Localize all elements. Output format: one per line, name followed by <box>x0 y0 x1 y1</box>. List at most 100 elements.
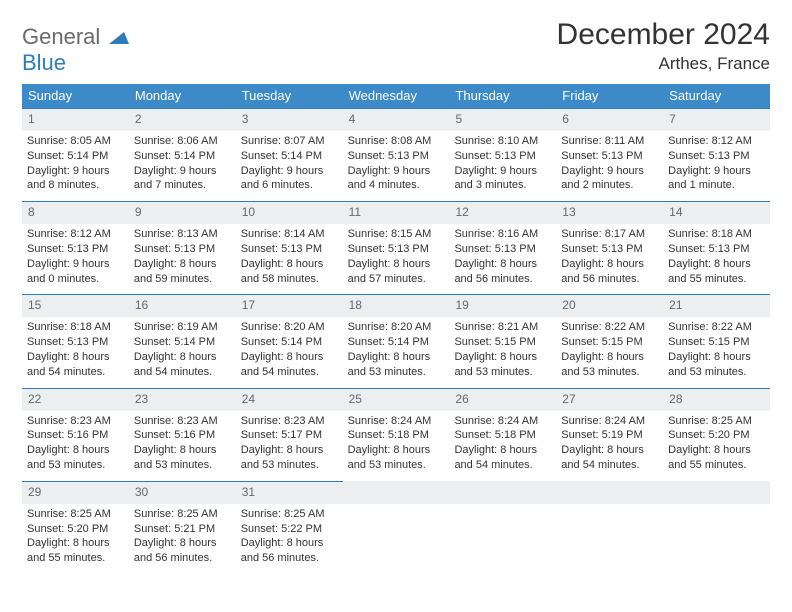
sunrise-line: Sunrise: 8:05 AM <box>27 134 124 149</box>
day-cell: 3Sunrise: 8:07 AMSunset: 5:14 PMDaylight… <box>236 108 343 201</box>
title-block: December 2024 Arthes, France <box>557 18 770 74</box>
sunset-line: Sunset: 5:13 PM <box>27 242 124 257</box>
daylight-line: Daylight: 8 hours <box>561 443 658 458</box>
daylight-line: Daylight: 8 hours <box>668 350 765 365</box>
sunset-line: Sunset: 5:18 PM <box>348 428 445 443</box>
sunrise-line: Sunrise: 8:25 AM <box>134 507 231 522</box>
daylight-line: Daylight: 8 hours <box>348 257 445 272</box>
sunset-line: Sunset: 5:20 PM <box>668 428 765 443</box>
brand-part1: General <box>22 24 100 49</box>
sunrise-line: Sunrise: 8:08 AM <box>348 134 445 149</box>
sunset-line: Sunset: 5:13 PM <box>668 242 765 257</box>
day-cell: 2Sunrise: 8:06 AMSunset: 5:14 PMDaylight… <box>129 108 236 201</box>
sunrise-line: Sunrise: 8:16 AM <box>454 227 551 242</box>
brand-logo: General Blue <box>22 24 129 76</box>
day-number: 20 <box>562 298 575 312</box>
daylight-line: Daylight: 8 hours <box>134 350 231 365</box>
day-cell <box>556 481 663 574</box>
sunset-line: Sunset: 5:13 PM <box>561 242 658 257</box>
daylight-line: and 56 minutes. <box>454 272 551 287</box>
day-number: 11 <box>349 205 361 219</box>
day-number-bar: 18 <box>343 294 450 317</box>
sunrise-line: Sunrise: 8:22 AM <box>561 320 658 335</box>
daylight-line: and 58 minutes. <box>241 272 338 287</box>
day-cell: 20Sunrise: 8:22 AMSunset: 5:15 PMDayligh… <box>556 294 663 387</box>
daylight-line: and 53 minutes. <box>241 458 338 473</box>
daylight-line: and 7 minutes. <box>134 178 231 193</box>
sunset-line: Sunset: 5:15 PM <box>561 335 658 350</box>
day-cell <box>343 481 450 574</box>
day-number <box>455 485 458 499</box>
sunset-line: Sunset: 5:22 PM <box>241 522 338 537</box>
sunrise-line: Sunrise: 8:20 AM <box>241 320 338 335</box>
day-number-bar: 11 <box>343 201 450 224</box>
sunset-line: Sunset: 5:14 PM <box>348 335 445 350</box>
day-cell: 28Sunrise: 8:25 AMSunset: 5:20 PMDayligh… <box>663 388 770 481</box>
daylight-line: and 53 minutes. <box>561 365 658 380</box>
day-cell: 24Sunrise: 8:23 AMSunset: 5:17 PMDayligh… <box>236 388 343 481</box>
sunrise-line: Sunrise: 8:24 AM <box>454 414 551 429</box>
sunrise-line: Sunrise: 8:23 AM <box>134 414 231 429</box>
day-number-bar: 19 <box>449 294 556 317</box>
daylight-line: Daylight: 8 hours <box>454 443 551 458</box>
sunrise-line: Sunrise: 8:19 AM <box>134 320 231 335</box>
sunrise-line: Sunrise: 8:23 AM <box>27 414 124 429</box>
day-cell: 4Sunrise: 8:08 AMSunset: 5:13 PMDaylight… <box>343 108 450 201</box>
sunset-line: Sunset: 5:20 PM <box>27 522 124 537</box>
sunrise-line: Sunrise: 8:10 AM <box>454 134 551 149</box>
day-number: 30 <box>135 485 148 499</box>
day-cell: 10Sunrise: 8:14 AMSunset: 5:13 PMDayligh… <box>236 201 343 294</box>
sunrise-line: Sunrise: 8:11 AM <box>561 134 658 149</box>
daylight-line: and 53 minutes. <box>668 365 765 380</box>
day-cell: 18Sunrise: 8:20 AMSunset: 5:14 PMDayligh… <box>343 294 450 387</box>
day-cell: 14Sunrise: 8:18 AMSunset: 5:13 PMDayligh… <box>663 201 770 294</box>
day-cell: 6Sunrise: 8:11 AMSunset: 5:13 PMDaylight… <box>556 108 663 201</box>
day-number-bar: 29 <box>22 481 129 504</box>
weekday-header: Wednesday <box>343 84 450 108</box>
daylight-line: Daylight: 8 hours <box>241 350 338 365</box>
sunset-line: Sunset: 5:19 PM <box>561 428 658 443</box>
day-number: 19 <box>455 298 468 312</box>
day-number: 8 <box>28 205 35 219</box>
day-number: 22 <box>28 392 41 406</box>
sunrise-line: Sunrise: 8:18 AM <box>27 320 124 335</box>
day-number: 5 <box>455 112 462 126</box>
day-cell: 8Sunrise: 8:12 AMSunset: 5:13 PMDaylight… <box>22 201 129 294</box>
day-cell: 5Sunrise: 8:10 AMSunset: 5:13 PMDaylight… <box>449 108 556 201</box>
brand-triangle-icon <box>109 28 129 49</box>
day-cell: 7Sunrise: 8:12 AMSunset: 5:13 PMDaylight… <box>663 108 770 201</box>
day-number-bar: 6 <box>556 108 663 131</box>
day-number: 15 <box>28 298 41 312</box>
weekday-header: Monday <box>129 84 236 108</box>
daylight-line: and 54 minutes. <box>134 365 231 380</box>
daylight-line: and 3 minutes. <box>454 178 551 193</box>
day-number-bar <box>663 481 770 504</box>
daylight-line: and 56 minutes. <box>241 551 338 566</box>
weekday-header: Tuesday <box>236 84 343 108</box>
sunrise-line: Sunrise: 8:14 AM <box>241 227 338 242</box>
day-number: 27 <box>562 392 575 406</box>
daylight-line: and 53 minutes. <box>134 458 231 473</box>
day-number-bar: 9 <box>129 201 236 224</box>
sunset-line: Sunset: 5:14 PM <box>27 149 124 164</box>
day-number: 25 <box>349 392 362 406</box>
day-number: 17 <box>242 298 255 312</box>
page-title: December 2024 <box>557 18 770 52</box>
sunrise-line: Sunrise: 8:12 AM <box>27 227 124 242</box>
daylight-line: and 0 minutes. <box>27 272 124 287</box>
daylight-line: and 59 minutes. <box>134 272 231 287</box>
daylight-line: Daylight: 8 hours <box>454 350 551 365</box>
day-number: 18 <box>349 298 362 312</box>
day-number-bar: 24 <box>236 388 343 411</box>
day-cell: 1Sunrise: 8:05 AMSunset: 5:14 PMDaylight… <box>22 108 129 201</box>
header: General Blue December 2024 Arthes, Franc… <box>22 18 770 76</box>
day-cell: 26 Sunrise: 8:24 AMSunset: 5:18 PMDayligh… <box>449 388 556 481</box>
daylight-line: Daylight: 9 hours <box>241 164 338 179</box>
sunset-line: Sunset: 5:18 PM <box>454 428 551 443</box>
day-cell <box>663 481 770 574</box>
daylight-line: Daylight: 9 hours <box>561 164 658 179</box>
daylight-line: and 4 minutes. <box>348 178 445 193</box>
day-number-bar: 31 <box>236 481 343 504</box>
day-number-bar: 27 <box>556 388 663 411</box>
day-number-bar: 26 <box>449 388 556 411</box>
